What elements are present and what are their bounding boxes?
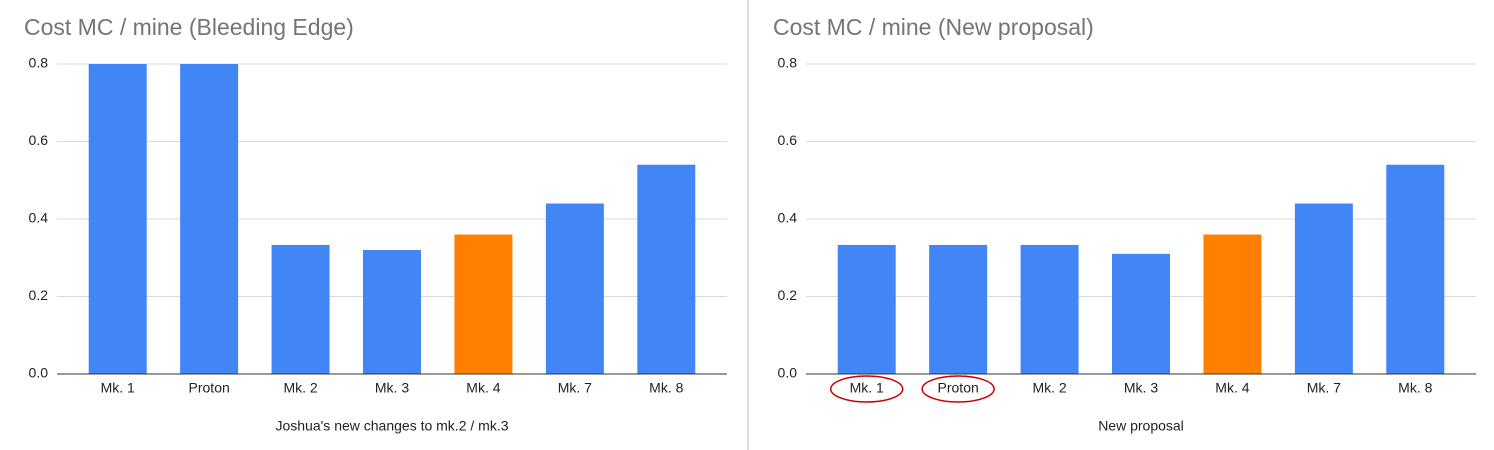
x-axis-label: New proposal	[1098, 418, 1184, 434]
x-tick-label: Mk. 2	[1032, 380, 1066, 396]
y-tick-label: 0.6	[29, 132, 49, 148]
x-tick-label: Mk. 8	[649, 380, 683, 396]
x-tick-label: Mk. 4	[1215, 380, 1249, 396]
y-tick-label: 0.2	[29, 287, 49, 303]
x-tick-label: Mk. 3	[375, 380, 409, 396]
bar	[1203, 234, 1262, 374]
x-tick-label: Mk. 1	[850, 380, 884, 396]
x-tick-label: Mk. 7	[1307, 380, 1341, 396]
chart: Cost MC / mine (New proposal) 0.0 0.2 0.4 0.…	[773, 14, 1476, 434]
bar	[1294, 203, 1353, 374]
x-tick-label: Mk. 3	[1124, 380, 1158, 396]
y-tick-label: 0.4	[778, 210, 798, 226]
chart: Cost MC / mine (Bleeding Edge) 0.0 0.2 0.4 0…	[24, 14, 727, 434]
bar	[837, 244, 896, 374]
annotation-circle	[921, 375, 995, 403]
y-tick-label: 0.8	[778, 55, 798, 71]
y-tick-label: 0.4	[29, 210, 49, 226]
bar	[1386, 164, 1445, 374]
x-tick-label: Mk. 2	[283, 380, 317, 396]
x-tick-label: Mk. 1	[101, 380, 135, 396]
x-tick-label: Mk. 7	[558, 380, 592, 396]
bar	[1020, 244, 1079, 374]
chart-title: Cost MC / mine (New proposal)	[773, 14, 1094, 40]
y-tick-label: 0.8	[29, 55, 49, 71]
bar	[454, 234, 513, 374]
bar	[929, 244, 988, 374]
chart-title: Cost MC / mine (Bleeding Edge)	[24, 14, 354, 40]
x-tick-label: Mk. 8	[1398, 380, 1432, 396]
y-tick-label: 0.2	[778, 287, 798, 303]
y-tick-label: 0.0	[29, 365, 49, 381]
bar	[180, 64, 239, 374]
bar	[88, 64, 147, 374]
bar	[545, 203, 604, 374]
x-tick-label: Mk. 4	[466, 380, 500, 396]
x-tick-label: Proton	[189, 380, 230, 396]
x-tick-label: Proton	[938, 380, 979, 396]
bar	[1112, 253, 1170, 374]
bar	[637, 164, 696, 374]
bar	[363, 250, 421, 374]
y-tick-label: 0.6	[778, 132, 798, 148]
bar	[271, 244, 330, 374]
annotation-circle	[829, 375, 904, 403]
x-axis-label: Joshua's new changes to mk.2 / mk.3	[275, 418, 508, 434]
y-tick-label: 0.0	[778, 365, 798, 381]
